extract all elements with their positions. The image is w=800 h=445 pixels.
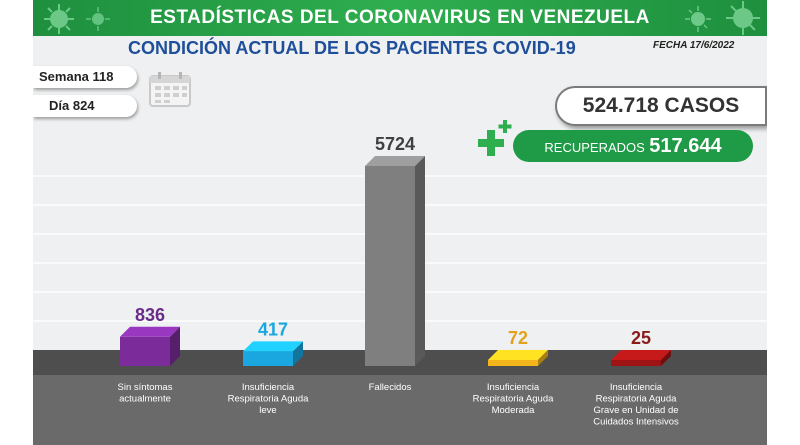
virus-icon	[685, 6, 711, 32]
bar-top	[611, 350, 671, 360]
category-label-line: Insuficiencia	[610, 382, 663, 393]
date-label: FECHA 17/6/2022	[653, 40, 735, 51]
virus-icon	[726, 1, 760, 35]
category-label-line: Insuficiencia	[487, 382, 540, 393]
calendar-icon	[149, 72, 191, 107]
category-label: Insuficiencia Respiratoria Aguda leve	[228, 382, 310, 416]
bar-side	[661, 350, 671, 366]
category-label: Insuficiencia Respiratoria Aguda Grave en …	[593, 382, 679, 428]
bar-side	[538, 350, 548, 366]
virus-icon	[44, 4, 74, 34]
category-label-line: Respiratoria Aguda	[228, 394, 310, 405]
chart-base	[33, 375, 767, 445]
week-badge: Semana 118	[33, 66, 137, 88]
category-label-line: Cuidados Intensivos	[593, 417, 679, 428]
category-label-line: Respiratoria Aguda	[596, 394, 678, 405]
bar-value-label: 25	[631, 328, 651, 348]
bar-chart: 836 Sin síntomas actualmente 417 Insuficienc…	[33, 134, 767, 445]
bar	[243, 351, 293, 366]
category-label: Sin síntomas actualmente	[118, 382, 173, 405]
main-panel: ESTADÍSTICAS DEL CORONAVIRUS EN VENEZUEL…	[33, 0, 767, 445]
plus-icon	[478, 120, 512, 156]
virus-icon	[86, 7, 110, 31]
day-badge: Día 824	[33, 95, 137, 117]
category-label-line: Insuficiencia	[242, 382, 295, 393]
bar-top	[365, 156, 425, 166]
bar-side	[170, 326, 180, 366]
bar-top	[243, 341, 303, 352]
category-label-line: actualmente	[119, 394, 171, 405]
category-label-line: Fallecidos	[369, 382, 412, 393]
category-label-line: Grave en Unidad de	[593, 405, 678, 416]
recovered-label: RECUPERADOS	[544, 140, 645, 155]
bar-value-label: 836	[135, 305, 165, 325]
category-label: Fallecidos	[369, 382, 412, 393]
category-label-line: leve	[259, 405, 276, 416]
bar	[365, 166, 415, 366]
category-label-line: Sin síntomas	[118, 382, 173, 393]
bar	[488, 360, 538, 366]
bar	[611, 360, 661, 366]
left-margin	[0, 0, 33, 445]
cases-total: 524.718 CASOS	[555, 86, 767, 126]
bar-value-label: 72	[508, 328, 528, 348]
right-margin	[767, 0, 800, 445]
page-subtitle: CONDICIÓN ACTUAL DE LOS PACIENTES COVID-…	[128, 38, 576, 58]
bar-value-label: 5724	[375, 134, 415, 154]
category-label: Insuficiencia Respiratoria Aguda Moderada	[473, 382, 555, 416]
page-title: ESTADÍSTICAS DEL CORONAVIRUS EN VENEZUEL…	[150, 7, 650, 28]
bar-top	[488, 350, 548, 360]
bar-value-label: 417	[258, 319, 288, 339]
bar	[120, 336, 170, 366]
recovered-badge: RECUPERADOS 517.644	[513, 130, 753, 162]
bar-side	[293, 341, 303, 366]
title-banner: ESTADÍSTICAS DEL CORONAVIRUS EN VENEZUEL…	[33, 0, 767, 36]
category-label-line: Respiratoria Aguda	[473, 394, 555, 405]
bar-side	[415, 156, 425, 366]
recovered-value: 517.644	[649, 135, 722, 157]
category-label-line: Moderada	[492, 405, 535, 416]
bar-top	[120, 326, 180, 337]
